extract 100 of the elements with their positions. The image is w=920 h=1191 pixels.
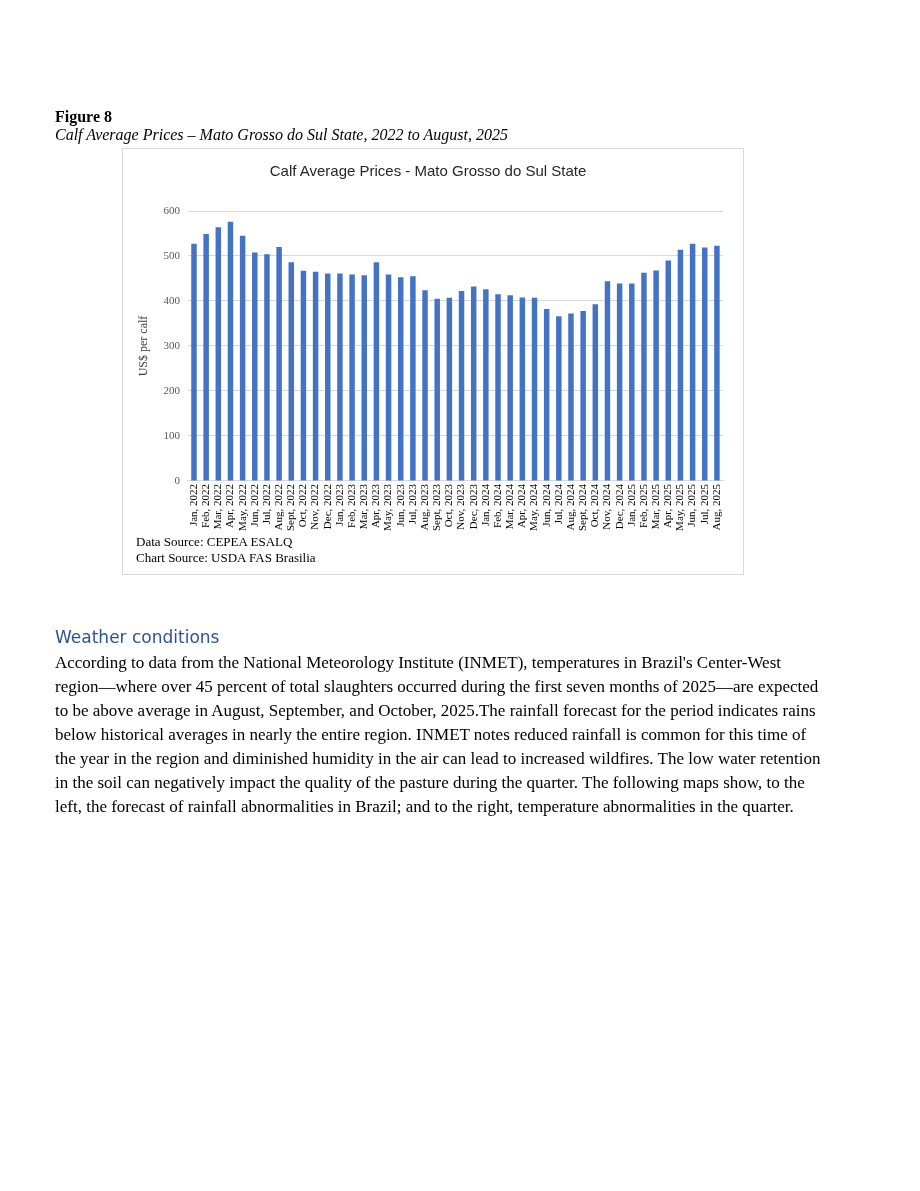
x-tick-label: Sept, 2024 <box>576 483 589 532</box>
x-tick-label: Mar, 2025 <box>649 483 661 530</box>
x-tick-label: May, 2024 <box>527 483 540 531</box>
bar <box>714 245 720 481</box>
bar <box>264 254 270 481</box>
x-tick-label: Oct, 2022 <box>296 483 309 528</box>
x-tick-label: Jul, 2024 <box>551 483 564 525</box>
x-tick-label: Aug, 2024 <box>563 483 576 531</box>
bar <box>665 260 672 481</box>
bar <box>276 246 282 481</box>
x-tick-label: Dec, 2024 <box>612 483 625 530</box>
x-tick-label: Jul, 2025 <box>697 483 710 525</box>
bar <box>288 262 295 481</box>
x-tick-label: Jan, 2024 <box>478 483 491 527</box>
x-tick-label: Oct, 2023 <box>442 483 455 528</box>
y-tick-label: 600 <box>163 203 181 216</box>
chart-title: Calf Average Prices - Mato Grosso do Sul State <box>269 162 587 180</box>
x-tick-label: Dec, 2023 <box>466 483 479 530</box>
text: According to data from the National Meteorology Institute (INMET), temperatures in Brazil's Center-West region—where over 45 percent of total slaughters occurred during the first seven months of 2025—are expected to be above average in August, September, and October, 2025.The rainfall forecast for the period indicates rains below historical averages in nearly the entire region. INMET notes reduced rainfall is common for this time of the year in the region and diminished humidity in the air can lead to increased wildfires. The low water retention in the soil can negatively impact the quality of the pasture during the quarter. The following maps show, to the left, the forecast of rainfall abnormalities in Brazil; and to the right, temperature abnormalities in the quarter. <box>55 652 822 818</box>
bar <box>568 313 574 481</box>
bar <box>227 221 234 481</box>
x-tick-label: Dec, 2022 <box>320 483 333 530</box>
bar <box>191 243 197 481</box>
bar <box>252 252 258 481</box>
x-tick-label: Mar, 2023 <box>357 483 370 530</box>
x-tick-label: Jul, 2023 <box>405 483 418 525</box>
x-tick-label: Jun, 2022 <box>247 483 260 527</box>
bar <box>385 274 392 481</box>
bar <box>239 235 246 481</box>
x-tick-label: Mar, 2024 <box>503 483 516 530</box>
bar <box>702 247 708 481</box>
bar <box>677 249 684 481</box>
x-tick-label: Feb, 2022 <box>199 483 212 528</box>
bar <box>446 297 453 481</box>
x-tick-label: Jan, 2025 <box>624 483 637 527</box>
x-tick-label: May, 2025 <box>673 483 686 531</box>
x-tick-label: Nov, 2022 <box>308 483 321 530</box>
bar <box>300 270 307 481</box>
bar <box>337 273 343 481</box>
bar <box>653 270 659 481</box>
x-tick-label: Aug, 2025 <box>709 483 722 531</box>
y-tick-label: 0 <box>174 473 181 486</box>
bar <box>434 298 440 481</box>
bar <box>312 271 319 481</box>
x-tick-label: Aug, 2023 <box>417 483 430 531</box>
y-axis-title: US$ per calf <box>136 315 151 377</box>
bar <box>410 276 416 481</box>
x-tick-label: Jun, 2024 <box>539 483 552 527</box>
caption: Figure 8 <box>55 108 114 126</box>
text: Chart Source: USDA FAS Brasilia <box>136 550 317 566</box>
bar <box>616 283 623 481</box>
x-tick-label: Apr, 2023 <box>369 483 382 529</box>
x-tick-label: Jun, 2023 <box>393 483 406 527</box>
y-tick-label: 500 <box>163 248 181 261</box>
bar <box>203 233 209 481</box>
y-tick-label: 400 <box>163 293 181 306</box>
bar <box>604 281 611 481</box>
x-tick-label: Sept, 2022 <box>284 483 297 532</box>
bar <box>531 297 538 481</box>
x-tick-label: Apr, 2025 <box>661 483 674 529</box>
bar <box>519 297 526 481</box>
x-tick-label: May, 2022 <box>235 483 248 531</box>
bar <box>397 277 404 481</box>
x-tick-label: Apr, 2024 <box>515 483 528 529</box>
x-tick-label: Aug, 2022 <box>272 483 284 531</box>
bar <box>556 316 562 481</box>
x-tick-label: Feb, 2023 <box>344 483 357 528</box>
x-tick-label: Feb, 2024 <box>490 483 503 528</box>
bar <box>495 294 501 481</box>
x-tick-label: Jun, 2025 <box>685 483 698 527</box>
y-tick-label: 300 <box>163 338 181 351</box>
bar <box>507 295 513 481</box>
bar <box>592 304 599 481</box>
x-tick-label: Feb, 2025 <box>636 483 649 528</box>
x-tick-label: Nov, 2024 <box>600 483 613 530</box>
x-tick-label: Oct, 2024 <box>588 483 601 528</box>
bar <box>629 283 635 481</box>
bar <box>641 272 647 481</box>
x-tick-label: Mar, 2022 <box>211 483 224 530</box>
text: Calf Average Prices – Mato Grosso do Sul State, 2022 to August, 2025 <box>55 126 510 144</box>
bar <box>215 227 222 481</box>
y-tick-label: 200 <box>163 383 181 396</box>
y-tick-label: 100 <box>163 428 181 441</box>
source-note: Data Source: CEPEA ESALQ <box>136 534 294 550</box>
bar <box>373 262 380 481</box>
bar <box>483 289 489 481</box>
bar <box>458 291 465 481</box>
x-tick-label: May, 2023 <box>381 483 394 531</box>
x-tick-label: Jul, 2022 <box>259 483 272 525</box>
bar <box>689 243 696 481</box>
bar <box>422 290 428 481</box>
bar <box>470 286 477 481</box>
bar <box>580 310 586 481</box>
text: Weather conditions <box>55 627 221 647</box>
x-tick-label: Sept, 2023 <box>430 483 443 532</box>
x-tick-label: Jan, 2023 <box>332 483 345 527</box>
bar <box>349 274 355 481</box>
x-tick-label: Nov, 2023 <box>454 483 467 530</box>
x-tick-label: Jan, 2022 <box>186 483 199 527</box>
bar <box>361 275 367 481</box>
